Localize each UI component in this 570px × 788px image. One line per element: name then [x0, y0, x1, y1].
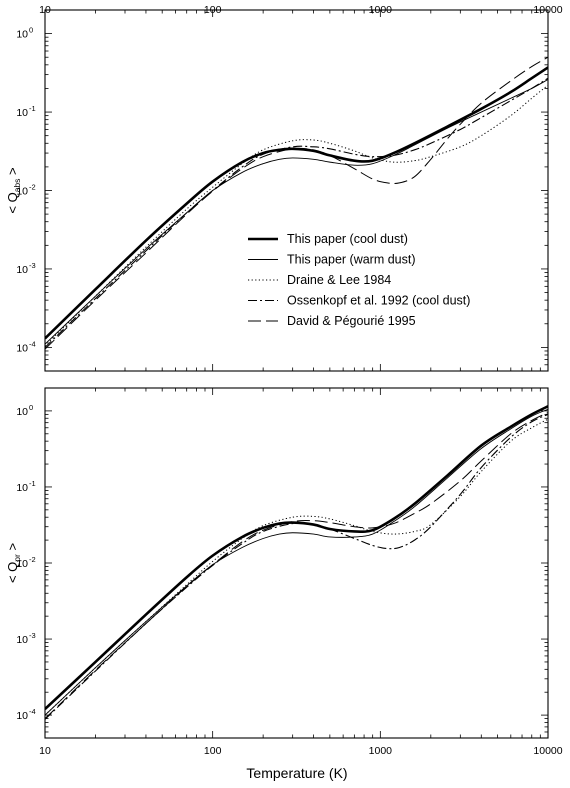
y-tick-label: 10: [16, 342, 28, 354]
series-line-3: [45, 77, 548, 348]
y-tick-exponent: 0: [29, 26, 33, 35]
x-tick-label: 10000: [533, 745, 562, 757]
series-line-0: [45, 405, 548, 711]
y-tick-exponent: -3: [29, 261, 36, 270]
x-tick-label: 1000: [369, 745, 393, 757]
y-tick-label: 10: [16, 264, 28, 276]
x-tick-label: 1000: [369, 4, 393, 16]
series-line-2: [45, 84, 548, 347]
series-line-2: [45, 418, 548, 716]
y-tick-exponent: 0: [29, 403, 33, 412]
plot-frame: [44, 387, 549, 739]
series-line-1: [45, 408, 548, 716]
y-tick-label: 10: [16, 107, 28, 119]
x-tick-label: 10: [39, 745, 51, 757]
x-tick-label: 10000: [533, 4, 562, 16]
y-tick-label: 10: [16, 710, 28, 722]
legend: This paper (cool dust) This paper (warm d…: [248, 232, 470, 328]
x-tick-label: 100: [204, 4, 222, 16]
series-line-0: [45, 66, 548, 340]
y-tick-exponent: -4: [29, 339, 36, 348]
y-tick-exponent: -4: [29, 707, 36, 716]
x-axis-label: Temperature (K): [246, 765, 347, 781]
legend-label: This paper (warm dust): [287, 253, 416, 267]
legend-label: Draine & Lee 1984: [287, 273, 391, 287]
y-tick-label: 10: [16, 29, 28, 41]
series-line-3: [45, 413, 548, 720]
x-tick-label: 100: [204, 745, 222, 757]
legend-label: This paper (cool dust): [287, 232, 408, 246]
y-tick-label: 10: [16, 406, 28, 418]
y-tick-exponent: -3: [29, 631, 36, 640]
legend-label: Ossenkopf et al. 1992 (cool dust): [287, 294, 470, 308]
y-tick-label: 10: [16, 186, 28, 198]
series-line-4: [45, 56, 548, 350]
y-tick-exponent: -1: [29, 104, 36, 113]
y-tick-exponent: -1: [29, 479, 36, 488]
y-axis-label: < Qabs >: [5, 167, 22, 213]
y-tick-label: 10: [16, 634, 28, 646]
y-tick-exponent: -2: [29, 183, 36, 192]
y-tick-exponent: -2: [29, 555, 36, 564]
y-axis-label: < Qpr >: [5, 543, 22, 583]
series-line-4: [45, 412, 548, 719]
legend-label: David & Pégourié 1995: [287, 314, 416, 328]
y-tick-label: 10: [16, 558, 28, 570]
y-tick-label: 10: [16, 482, 28, 494]
